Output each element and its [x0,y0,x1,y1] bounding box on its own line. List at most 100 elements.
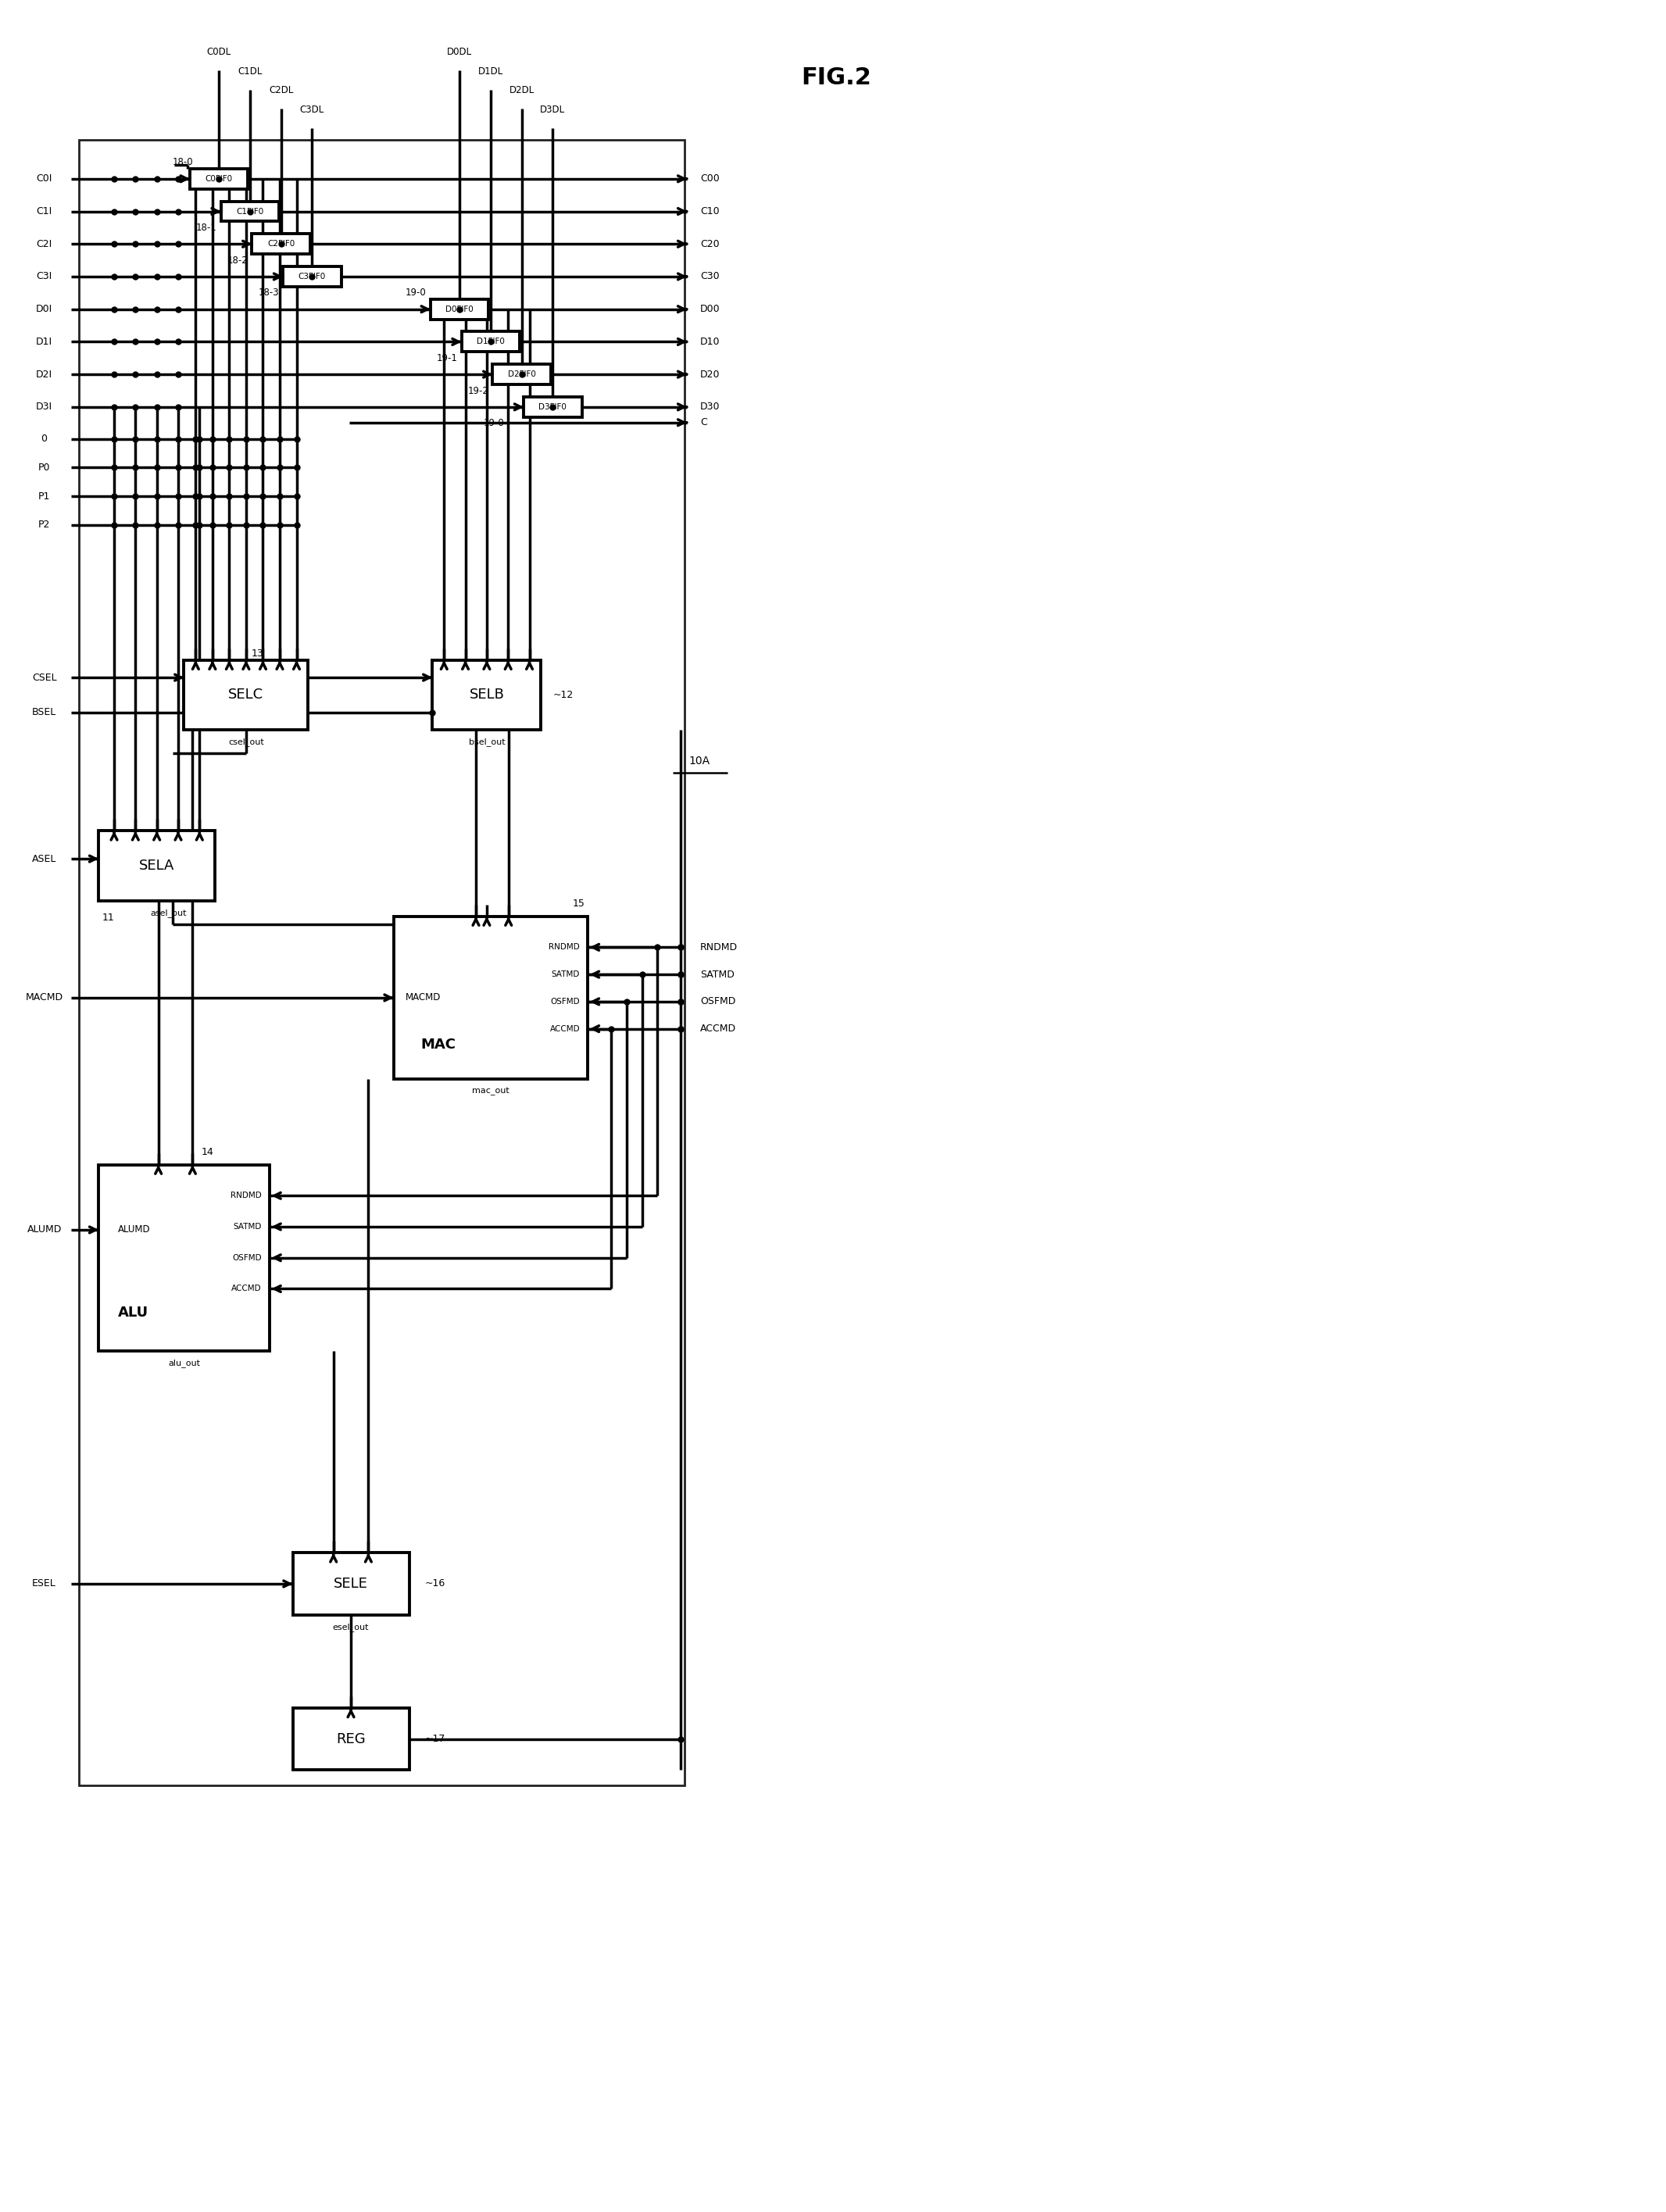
Text: 19-1: 19-1 [436,354,458,363]
Bar [493,365,551,385]
Text: ESEL: ESEL [32,1579,57,1588]
Text: 19-0: 19-0 [407,288,426,299]
Text: C3I: C3I [37,272,52,281]
Text: ALUMD: ALUMD [118,1225,150,1234]
Text: 11: 11 [103,911,115,922]
Bar [461,332,520,352]
Bar [430,299,488,319]
Text: MACMD: MACMD [405,993,441,1002]
Text: C30: C30 [700,272,720,281]
Bar [283,265,342,288]
Bar [293,1553,410,1615]
Text: SATMD: SATMD [700,969,735,980]
Text: SATMD: SATMD [233,1223,262,1230]
Text: D0DL: D0DL [446,46,471,58]
Text: D1FIF0: D1FIF0 [476,338,505,345]
Text: SELA: SELA [138,858,175,874]
Bar [98,832,215,900]
Text: bsel_out: bsel_out [468,737,505,745]
Text: csel_out: csel_out [228,737,263,745]
Text: 18-2: 18-2 [227,254,248,265]
Bar [98,1164,270,1352]
Text: D0FIF0: D0FIF0 [445,305,473,314]
Text: C3DL: C3DL [300,104,325,115]
Text: D3I: D3I [37,403,53,411]
Text: SELE: SELE [333,1577,368,1590]
Text: D1I: D1I [37,336,53,347]
Text: 18-0: 18-0 [173,157,193,168]
Text: C3FIF0: C3FIF0 [298,272,327,281]
Text: FIG.2: FIG.2 [801,66,871,88]
Text: D2DL: D2DL [510,86,535,95]
Text: 13: 13 [252,648,263,659]
Text: D2FIF0: D2FIF0 [508,369,536,378]
Text: ALU: ALU [118,1305,148,1321]
Text: D3DL: D3DL [540,104,565,115]
Text: RNDMD: RNDMD [230,1192,262,1199]
Text: BSEL: BSEL [32,708,57,717]
Text: D2I: D2I [37,369,53,380]
Bar [293,1708,410,1770]
Text: C1I: C1I [37,206,52,217]
Text: OSFMD: OSFMD [232,1254,262,1261]
Text: esel_out: esel_out [333,1624,370,1630]
Text: OSFMD: OSFMD [700,998,736,1006]
Text: RNDMD: RNDMD [700,942,738,953]
Text: C: C [700,418,706,427]
Text: C2DL: C2DL [268,86,293,95]
Text: 19-0: 19-0 [483,418,505,429]
Text: 18-3: 18-3 [258,288,280,299]
Text: 19-2: 19-2 [468,385,488,396]
Text: ACCMD: ACCMD [550,1024,580,1033]
Text: C2FIF0: C2FIF0 [267,241,295,248]
Text: CSEL: CSEL [32,672,57,684]
Text: D10: D10 [700,336,720,347]
Text: 10A: 10A [688,757,710,765]
Text: ~16: ~16 [425,1579,445,1588]
Text: MAC: MAC [421,1037,456,1053]
Text: 15: 15 [571,898,585,909]
Bar [222,201,280,221]
Text: C0FIF0: C0FIF0 [205,175,233,184]
Text: RNDMD: RNDMD [548,942,580,951]
Text: OSFMD: OSFMD [550,998,580,1006]
Text: C0DL: C0DL [207,46,232,58]
Text: asel_out: asel_out [150,909,187,918]
Text: SATMD: SATMD [551,971,580,978]
Text: P0: P0 [38,462,50,473]
Text: SELB: SELB [470,688,505,701]
Text: P2: P2 [38,520,50,531]
Text: alu_out: alu_out [168,1358,200,1367]
Text: ASEL: ASEL [32,854,57,865]
Text: C1DL: C1DL [238,66,262,75]
Bar [80,139,685,1785]
Text: SELC: SELC [228,688,263,701]
Bar [190,168,248,188]
Text: C20: C20 [700,239,720,250]
Text: ACCMD: ACCMD [232,1285,262,1292]
Text: REG: REG [337,1732,365,1745]
Text: D20: D20 [700,369,720,380]
Text: C1FIF0: C1FIF0 [237,208,263,215]
Text: D1DL: D1DL [478,66,503,75]
Text: C2I: C2I [37,239,52,250]
Text: MACMD: MACMD [25,993,63,1002]
Text: C10: C10 [700,206,720,217]
Text: D30: D30 [700,403,720,411]
Bar [252,234,310,254]
Text: mac_out: mac_out [471,1086,510,1095]
Text: ~12: ~12 [553,690,573,699]
Text: D3FIF0: D3FIF0 [538,403,566,411]
Text: 18-1: 18-1 [197,223,217,232]
Text: 0: 0 [42,434,47,445]
Bar [523,396,581,418]
Bar [183,659,308,730]
Text: 14: 14 [202,1146,213,1157]
Text: ~17: ~17 [425,1734,445,1743]
Bar [393,916,588,1079]
Text: C0I: C0I [37,175,52,184]
Text: ALUMD: ALUMD [27,1225,62,1234]
Text: D00: D00 [700,303,720,314]
Text: D0I: D0I [37,303,53,314]
Text: C00: C00 [700,175,720,184]
